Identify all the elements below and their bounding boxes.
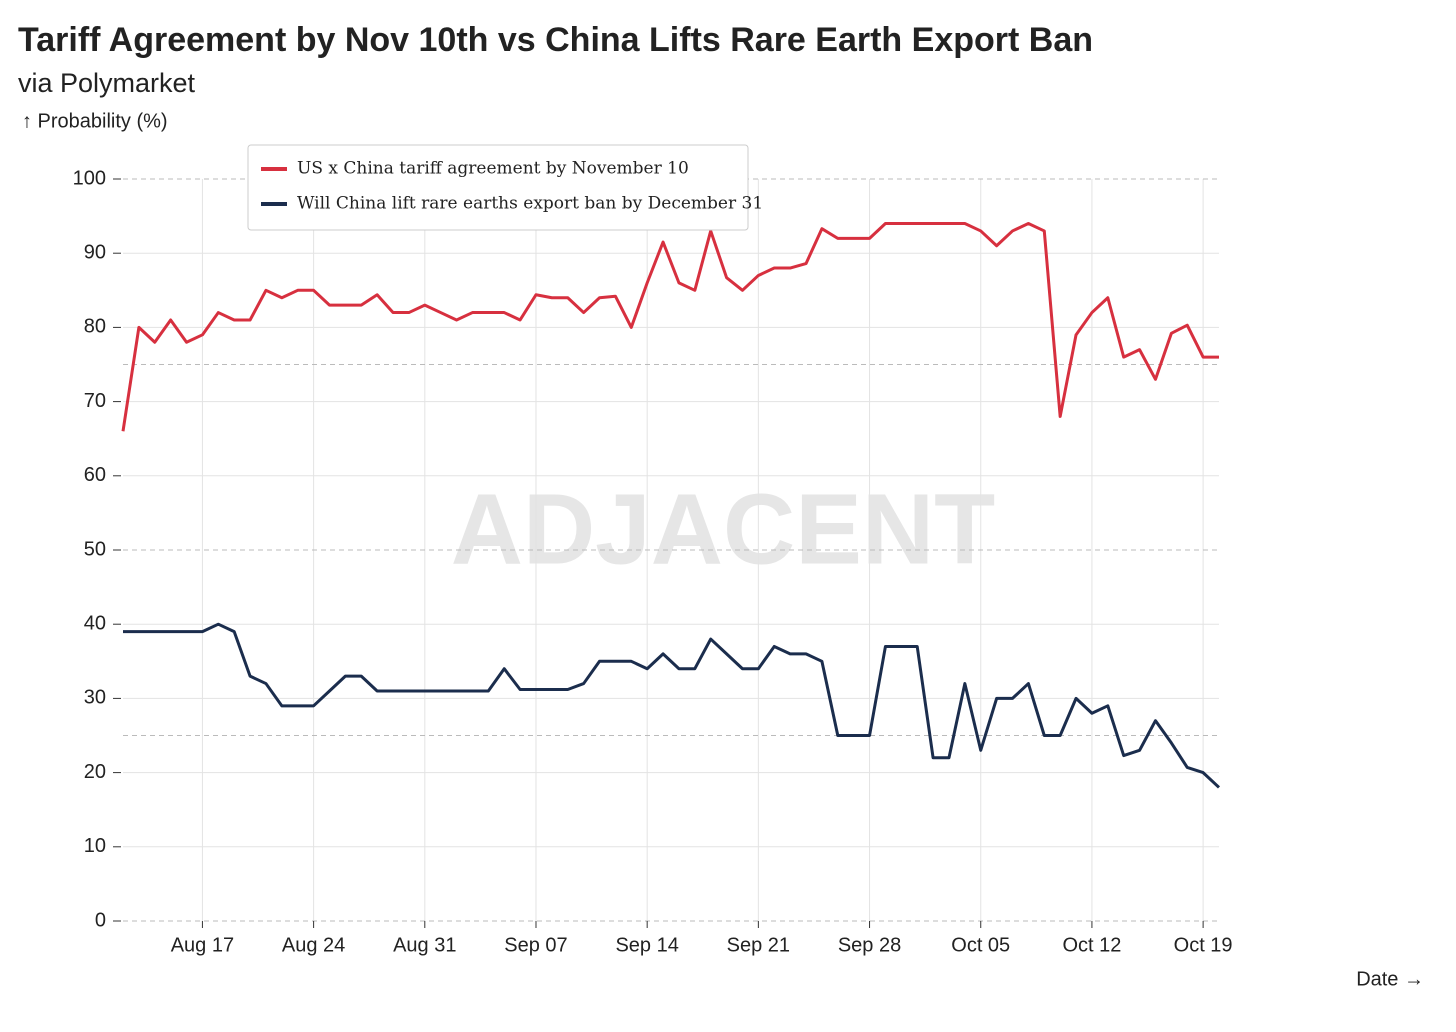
- x-tick-label: Sep 21: [727, 934, 790, 956]
- x-tick-label: Aug 24: [282, 934, 345, 956]
- x-tick-label: Oct 19: [1174, 934, 1233, 956]
- x-tick-label: Sep 07: [504, 934, 567, 956]
- y-tick-label: 30: [84, 687, 106, 709]
- chart-subtitle: via Polymarket: [18, 68, 196, 98]
- y-tick-label: 100: [73, 167, 106, 189]
- y-tick-label: 70: [84, 390, 106, 412]
- series-line: [123, 622, 1221, 789]
- y-axis-label: ↑ Probability (%): [22, 110, 168, 132]
- grid: [123, 178, 1219, 922]
- x-tick-label: Oct 12: [1062, 934, 1121, 956]
- watermark: ADJACENT: [451, 473, 995, 585]
- x-tick-label: Aug 31: [393, 934, 456, 956]
- x-tick-label: Aug 17: [171, 934, 234, 956]
- y-tick-label: 80: [84, 316, 106, 338]
- y-tick-label: 20: [84, 761, 106, 783]
- x-tick-label: Sep 14: [615, 934, 678, 956]
- series-line: [121, 222, 1219, 432]
- y-tick-label: 50: [84, 538, 106, 560]
- y-tick-label: 10: [84, 835, 106, 857]
- legend-label: US x China tariff agreement by November …: [297, 159, 689, 179]
- y-tick-label: 40: [84, 612, 106, 634]
- y-tick-label: 0: [95, 909, 106, 931]
- legend-label: Will China lift rare earths export ban b…: [297, 194, 763, 214]
- y-tick-label: 60: [84, 464, 106, 486]
- x-tick-label: Sep 28: [838, 934, 901, 956]
- legend-box: [247, 144, 749, 231]
- chart-title: Tariff Agreement by Nov 10th vs China Li…: [18, 21, 1093, 59]
- y-tick-label: 90: [84, 241, 106, 263]
- x-tick-label: Oct 05: [951, 934, 1010, 956]
- x-axis-label: Date →: [1356, 968, 1424, 990]
